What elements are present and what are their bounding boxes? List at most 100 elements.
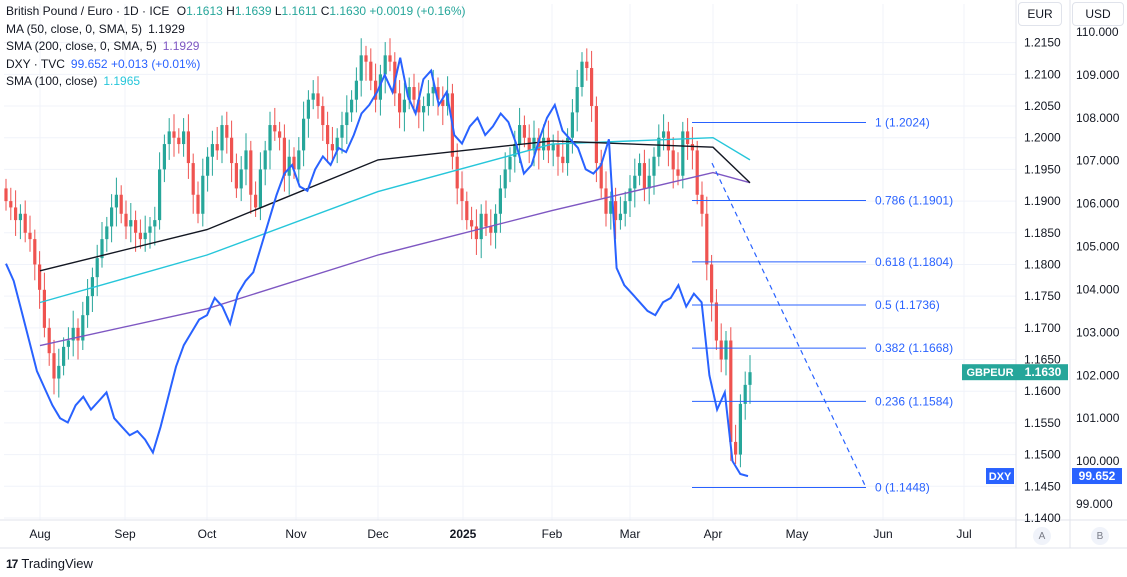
candle-body [551, 144, 555, 151]
currency-usd-button[interactable]: USD [1072, 2, 1124, 26]
candle-body [306, 99, 310, 119]
y-right-tick-label: 106.000 [1076, 197, 1120, 211]
legend-ma50-row[interactable]: MA (50, close, 0, SMA, 5) 1.1929 [6, 21, 466, 39]
y-left-tick-label: 1.1850 [1024, 226, 1061, 240]
candle-body [177, 137, 181, 145]
candle-body [138, 232, 142, 240]
legend-change: +0.0019 (+0.16%) [369, 4, 466, 18]
candle-body [374, 80, 378, 100]
candle-body [90, 277, 94, 297]
candle-body [441, 99, 445, 107]
fib-level-label: 0.382 (1.1668) [875, 341, 953, 355]
x-tick-label: Jul [956, 527, 971, 541]
legend-high-value: 1.1639 [234, 4, 272, 18]
legend-sma200-value: 1.1929 [162, 39, 200, 53]
candles [4, 38, 752, 468]
candle-body [714, 302, 718, 341]
candle-body [162, 144, 166, 170]
candle-body [196, 194, 200, 214]
candle-body [681, 131, 685, 176]
candle-body [734, 441, 738, 455]
candle-body [287, 156, 291, 176]
candle-body [326, 125, 330, 145]
candle-body [215, 144, 219, 151]
legend-symbol-name: British Pound / Euro · 1D · ICE [6, 4, 170, 18]
candle-body [350, 99, 354, 113]
candle-body [710, 264, 714, 303]
candle-body [47, 327, 51, 354]
candle-body [182, 131, 186, 145]
legend-sma200-row[interactable]: SMA (200, close, 0, SMA, 5) 1.1929 [6, 38, 466, 56]
candle-body [585, 61, 589, 69]
candle-body [412, 87, 416, 100]
scale-b-button[interactable]: B [1091, 527, 1109, 545]
x-tick-label: Oct [198, 527, 217, 541]
legend-dxy-row[interactable]: DXY · TVC 99.652 +0.013 (+0.01%) [6, 56, 466, 74]
legend-high-label: H [226, 4, 235, 18]
tradingview-brand[interactable]: 17 TradingView [6, 556, 93, 571]
candle-body [345, 112, 349, 126]
candle-body [614, 201, 618, 221]
candle-body [244, 150, 248, 170]
fib-level-label: 0.5 (1.1736) [875, 298, 940, 312]
candle-body [498, 188, 502, 214]
dxy-price-tag [1072, 468, 1122, 485]
y-left-tick-label: 1.2000 [1024, 131, 1061, 145]
legend-sma100-row[interactable]: SMA (100, close) 1.1965 [6, 73, 466, 91]
candle-body [546, 137, 550, 151]
candle-body [4, 188, 8, 202]
x-tick-label: 2025 [450, 527, 477, 541]
candle-body [71, 327, 75, 341]
candle-body [110, 207, 114, 227]
candle-body [426, 93, 430, 107]
candle-body [143, 232, 147, 240]
candle-body [239, 169, 243, 189]
candle-body [470, 220, 474, 227]
y-left-tick-label: 1.1800 [1024, 257, 1061, 271]
sma100-line [39, 136, 751, 304]
y-right-tick-label: 100.000 [1076, 454, 1120, 468]
auto-scale-button[interactable]: A [1033, 527, 1051, 545]
candle-body [359, 55, 363, 81]
candle-body [705, 213, 709, 265]
y-left-tick-label: 1.1400 [1024, 511, 1061, 525]
candle-body [479, 213, 483, 240]
candle-body [268, 125, 272, 151]
candle-body [503, 169, 507, 189]
candle-body [340, 125, 344, 138]
candle-body [167, 131, 171, 145]
candle-body [388, 55, 392, 62]
gbpeur-symbol-tag [962, 364, 1018, 381]
candle-body [297, 150, 301, 170]
currency-eur-button[interactable]: EUR [1018, 2, 1062, 26]
candle-body [599, 163, 603, 189]
x-tick-label: Sep [114, 527, 136, 541]
fib-level-label: 0.618 (1.1804) [875, 255, 953, 269]
candle-body [638, 163, 642, 176]
candle-body [532, 137, 536, 151]
legend-close-label: C [320, 4, 330, 18]
x-tick-label: Aug [29, 527, 50, 541]
y-right-tick-label: 99.000 [1076, 497, 1113, 511]
x-tick-label: Apr [704, 527, 723, 541]
dxy-price-text: 99.652 [1079, 469, 1116, 483]
x-tick-label: Feb [542, 527, 563, 541]
candle-body [604, 188, 608, 214]
candle-body [186, 131, 190, 164]
last-price-text: 1.1630 [1025, 365, 1062, 379]
candle-body [676, 169, 680, 176]
candle-body [153, 220, 157, 227]
candle-body [590, 68, 594, 107]
candle-body [666, 131, 670, 151]
y-right-tick-label: 110.000 [1076, 25, 1119, 39]
candle-body [436, 87, 440, 100]
candle-body [628, 188, 632, 202]
dxy-symbol-text: DXY [989, 471, 1012, 483]
fib-level-label: 0.786 (1.1901) [875, 193, 953, 207]
candle-body [609, 201, 613, 214]
candle-body [28, 232, 32, 240]
candle-body [686, 131, 690, 145]
candle-body [671, 150, 675, 170]
candle-body [172, 131, 176, 138]
